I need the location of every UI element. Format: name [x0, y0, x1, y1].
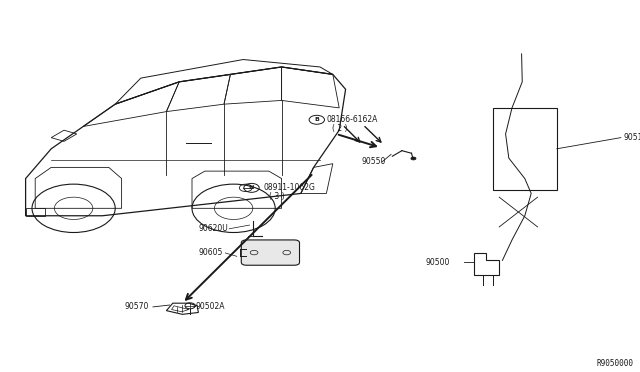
Text: 90605: 90605: [198, 248, 223, 257]
Text: ( 3 ): ( 3 ): [269, 192, 285, 201]
Circle shape: [411, 157, 416, 160]
Text: 90570: 90570: [125, 302, 149, 311]
Text: 90500: 90500: [426, 258, 450, 267]
Text: B: B: [314, 117, 319, 122]
Text: 08911-1062G: 08911-1062G: [264, 183, 316, 192]
Text: 90550: 90550: [362, 157, 386, 166]
Text: 90620U: 90620U: [198, 224, 228, 233]
Text: 90519: 90519: [624, 133, 640, 142]
Bar: [493, 108, 557, 190]
Text: 08166-6162A: 08166-6162A: [326, 115, 378, 124]
Text: N: N: [249, 185, 254, 190]
Text: 90502A: 90502A: [195, 302, 225, 311]
Text: ( 2 ): ( 2 ): [332, 124, 348, 133]
Text: R9050000: R9050000: [596, 359, 634, 368]
FancyBboxPatch shape: [241, 240, 300, 265]
